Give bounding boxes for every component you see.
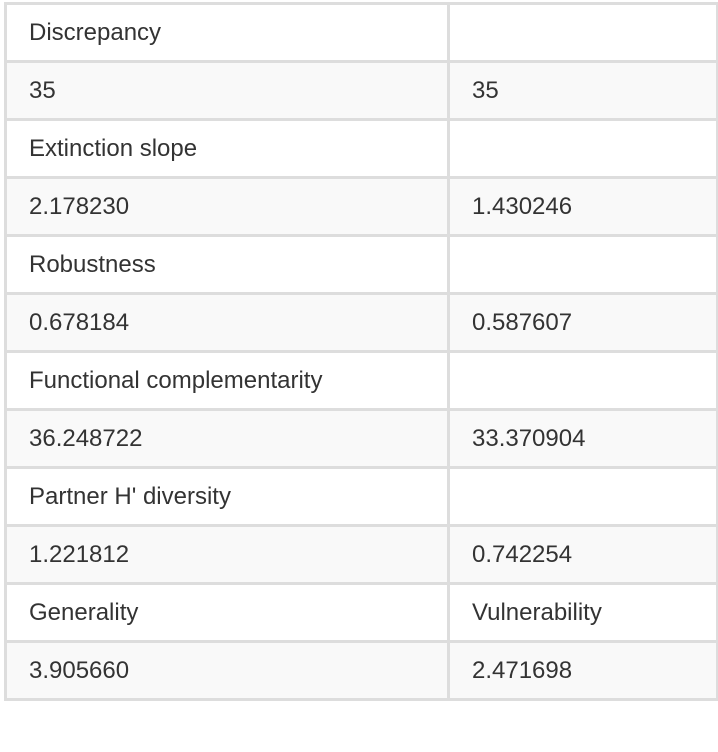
table-cell: 36.248722 bbox=[4, 408, 450, 469]
table-row: 2.178230 1.430246 bbox=[4, 176, 718, 237]
table-row: Extinction slope bbox=[4, 118, 718, 179]
table-cell: 35 bbox=[4, 60, 450, 121]
table-body: Discrepancy 35 35 Extinction slope 2.178… bbox=[4, 2, 718, 701]
table-cell: 3.905660 bbox=[4, 640, 450, 701]
table-cell bbox=[447, 350, 718, 411]
table-cell: 1.221812 bbox=[4, 524, 450, 585]
table-cell: Partner H' diversity bbox=[4, 466, 450, 527]
table-cell: 0.742254 bbox=[447, 524, 718, 585]
table-cell: 0.587607 bbox=[447, 292, 718, 353]
table-cell: 35 bbox=[447, 60, 718, 121]
table-row: Partner H' diversity bbox=[4, 466, 718, 527]
table-row: Robustness bbox=[4, 234, 718, 295]
table-row: Functional complementarity bbox=[4, 350, 718, 411]
table-cell: 1.430246 bbox=[447, 176, 718, 237]
table-row: 36.248722 33.370904 bbox=[4, 408, 718, 469]
table-cell: 0.678184 bbox=[4, 292, 450, 353]
table-cell: 2.471698 bbox=[447, 640, 718, 701]
table-row: Generality Vulnerability bbox=[4, 582, 718, 643]
table-row: 3.905660 2.471698 bbox=[4, 640, 718, 701]
table-cell bbox=[447, 234, 718, 295]
table-cell: Discrepancy bbox=[4, 2, 450, 63]
table-cell bbox=[447, 2, 718, 63]
table-cell: Extinction slope bbox=[4, 118, 450, 179]
table-row: Discrepancy bbox=[4, 2, 718, 63]
table-cell: Robustness bbox=[4, 234, 450, 295]
table-cell bbox=[447, 118, 718, 179]
table-row: 35 35 bbox=[4, 60, 718, 121]
table-cell: 2.178230 bbox=[4, 176, 450, 237]
table-cell: Vulnerability bbox=[447, 582, 718, 643]
table-cell bbox=[447, 466, 718, 527]
table-cell: Functional complementarity bbox=[4, 350, 450, 411]
table-row: 1.221812 0.742254 bbox=[4, 524, 718, 585]
table-cell: Generality bbox=[4, 582, 450, 643]
table-row: 0.678184 0.587607 bbox=[4, 292, 718, 353]
table-cell: 33.370904 bbox=[447, 408, 718, 469]
network-metrics-table: Discrepancy 35 35 Extinction slope 2.178… bbox=[4, 2, 718, 701]
